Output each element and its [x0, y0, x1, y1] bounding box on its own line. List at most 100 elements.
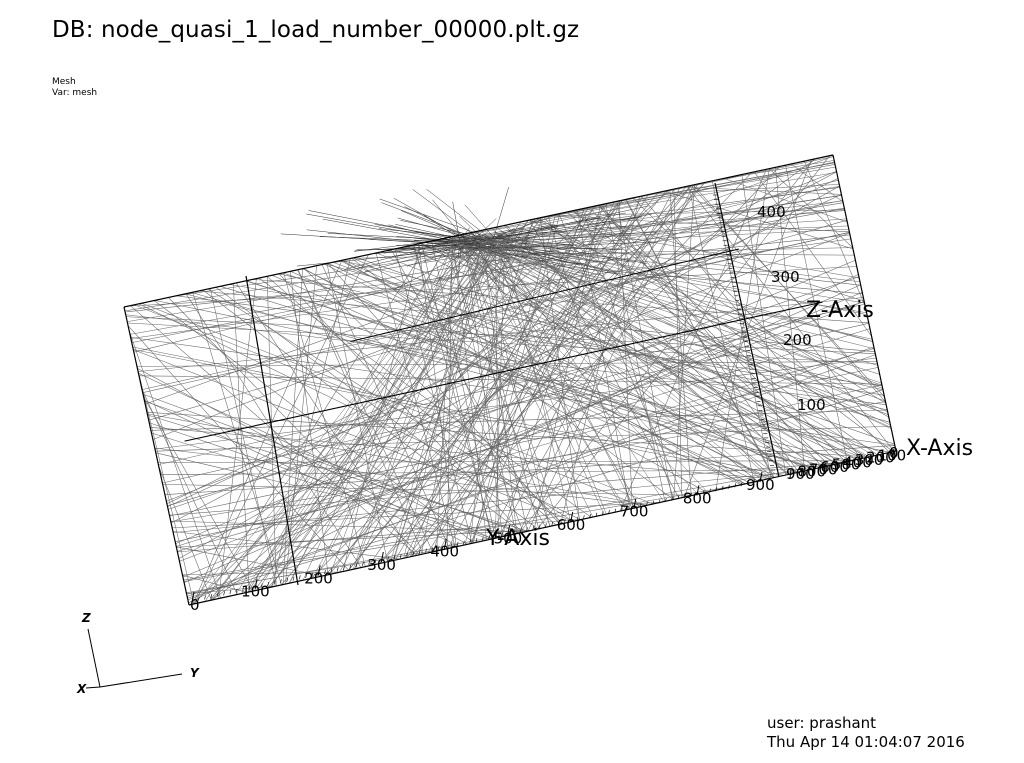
mesh-edge [143, 396, 254, 592]
mesh-edge [229, 284, 885, 396]
mesh-edge [392, 239, 495, 561]
mesh-edge [498, 245, 771, 479]
y-minor-tick [526, 527, 528, 532]
mesh-edge [378, 228, 496, 241]
y-tick-label: 0 [190, 596, 200, 614]
mesh-edge [176, 530, 532, 548]
mesh-edge [412, 245, 524, 533]
mesh-edge [324, 263, 750, 484]
mesh-edge [494, 249, 505, 539]
y-minor-tick [690, 492, 692, 497]
x-tick [846, 458, 849, 467]
mesh-edge [208, 288, 574, 522]
mesh-edge [202, 289, 522, 533]
mesh-edge [450, 246, 886, 402]
mesh-edge [378, 252, 855, 256]
y-minor-tick [570, 517, 572, 523]
mesh-edge [211, 158, 816, 601]
y-minor-tick [702, 489, 705, 495]
mesh-edge [463, 246, 875, 349]
mesh-edge [302, 241, 459, 581]
y-minor-tick [261, 583, 263, 588]
y-tick-label: 200 [304, 569, 333, 587]
mesh-edge [533, 204, 601, 530]
x-tick-label: 700 [809, 460, 838, 478]
mesh-edge [147, 413, 648, 506]
x-tick [835, 460, 838, 469]
y-minor-tick [223, 591, 225, 596]
x-tick [823, 462, 826, 472]
mesh-edge [400, 210, 466, 239]
mesh-edge [723, 178, 848, 223]
mesh-edge [133, 349, 776, 478]
triad-y-label: Y [190, 666, 200, 680]
mesh-edge [558, 213, 684, 498]
x-tick-label: 200 [866, 449, 895, 467]
mesh-edge [141, 388, 238, 595]
mesh-edge [304, 268, 563, 524]
mesh-edge [194, 244, 497, 604]
y-minor-tick [191, 597, 194, 603]
mesh-edge [364, 244, 466, 272]
mesh-edge [151, 432, 491, 540]
y-minor-tick [538, 524, 541, 529]
triad-x-label: X [76, 682, 87, 696]
mesh-edge [468, 246, 618, 275]
mesh-edge [481, 249, 882, 384]
mesh-edge [804, 161, 866, 307]
y-minor-tick [343, 565, 345, 571]
mesh-edge [172, 502, 661, 529]
y-minor-tick [677, 495, 680, 500]
mesh-edge [130, 337, 895, 446]
y-minor-tick [216, 592, 219, 597]
y-minor-tick [728, 484, 730, 489]
mesh-edge [464, 204, 496, 240]
mesh-edge [618, 200, 633, 509]
mesh-edge [497, 183, 699, 538]
y-minor-tick [248, 585, 251, 591]
mesh-edge [664, 190, 854, 250]
y-tick-label: 700 [620, 503, 649, 521]
mesh-edge [149, 422, 494, 539]
mesh-edge [128, 329, 221, 599]
y-tick-label: 600 [557, 516, 586, 534]
y-axis-title: Y-Axis [485, 526, 550, 551]
y-minor-tick [444, 544, 446, 549]
y-minor-tick [229, 589, 232, 595]
y-minor-tick [519, 528, 522, 533]
y-minor-tick [589, 513, 591, 519]
database-title: DB: node_quasi_1_load_number_00000.plt.g… [52, 17, 580, 43]
mesh-edge [235, 282, 414, 557]
x-tick [881, 451, 884, 460]
y-minor-tick [437, 545, 440, 551]
mesh-edge [527, 220, 860, 279]
mesh-edge [350, 247, 853, 259]
mesh-edge [176, 546, 323, 577]
y-minor-tick [620, 507, 623, 512]
mesh-edge [452, 201, 461, 245]
y-minor-tick [564, 519, 566, 524]
mesh-edge [496, 239, 873, 342]
mesh-edge [493, 236, 664, 502]
x-tick-label: 600 [820, 458, 849, 476]
mesh-edge [394, 243, 485, 290]
mesh-edge [455, 241, 699, 495]
mesh-edge [329, 199, 623, 575]
mesh-edge [438, 164, 836, 240]
mesh-edge [540, 217, 580, 520]
mesh-edge [308, 210, 480, 245]
mesh-edge [464, 227, 523, 238]
frame-edge [245, 275, 299, 586]
mesh-edge [447, 237, 880, 375]
y-minor-tick [355, 563, 358, 568]
mesh-edge [170, 520, 526, 532]
plot-legend: Mesh Var: mesh [52, 77, 97, 99]
mesh-edge [426, 189, 494, 242]
mesh-edge [278, 273, 888, 411]
axis-tick-labels: 0100200300400500600700800900100200300400… [190, 203, 906, 614]
y-minor-tick [368, 560, 370, 565]
mesh-edge [388, 224, 462, 244]
mesh-edge [187, 389, 883, 599]
mesh-edge [182, 571, 341, 575]
